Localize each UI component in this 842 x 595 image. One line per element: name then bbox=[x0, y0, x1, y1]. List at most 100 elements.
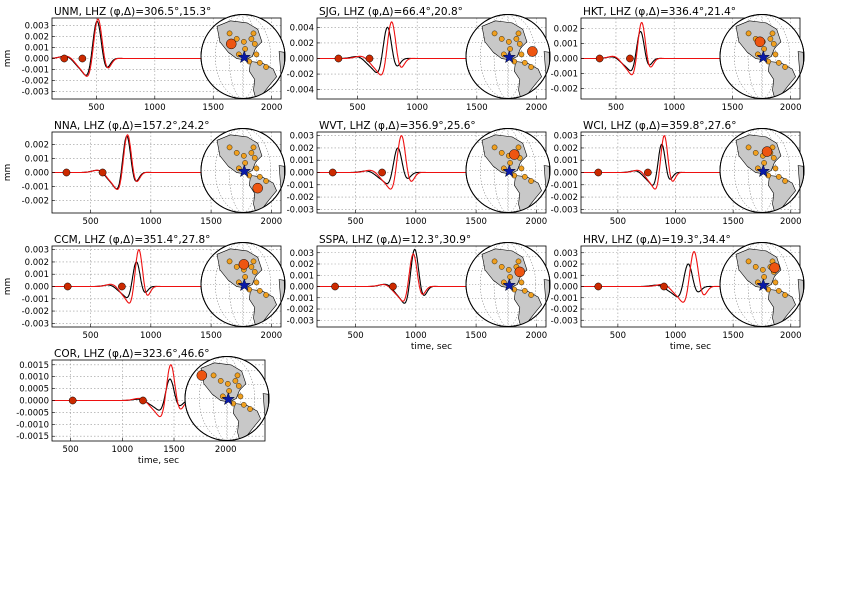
station-dot bbox=[772, 165, 779, 172]
arrival-marker bbox=[334, 54, 343, 63]
station-dot bbox=[515, 144, 522, 151]
y-tick-label: 0.003 bbox=[554, 132, 578, 142]
north-america-shape bbox=[481, 134, 528, 175]
station-dot bbox=[210, 372, 217, 379]
station-dot bbox=[506, 266, 512, 273]
event-star-icon bbox=[502, 278, 516, 292]
y-tick-label: 0.002 bbox=[290, 39, 314, 49]
north-america-shape bbox=[216, 248, 263, 289]
globe-inner bbox=[466, 242, 550, 327]
inset-globe-map bbox=[465, 14, 551, 99]
highlight-station-dot bbox=[754, 36, 766, 48]
globe-outline bbox=[465, 14, 551, 99]
station-dot bbox=[248, 150, 255, 156]
chart-panel-hkt: 0.002 0.001 0.000 -0.001 -0.002 500 1000 1500 20… bbox=[551, 6, 805, 113]
x-axis-label: time, sec bbox=[411, 342, 452, 352]
y-tick-label: 0.003 bbox=[554, 249, 578, 259]
y-tick-label: 0.0015 bbox=[19, 361, 49, 371]
station-dot bbox=[250, 258, 257, 265]
station-dot bbox=[522, 287, 528, 294]
y-tick-label: 0.000 bbox=[290, 55, 314, 65]
x-tick-label: 2000 bbox=[780, 103, 802, 113]
station-dot bbox=[235, 383, 242, 389]
y-axis-label: mm bbox=[3, 164, 13, 182]
station-dot bbox=[772, 279, 779, 286]
globe-inner bbox=[201, 242, 285, 327]
x-tick-label: 1000 bbox=[406, 103, 428, 113]
station-dot bbox=[253, 279, 260, 286]
chart-panel-wvt: 0.003 0.002 0.001 0.000 -0.001 -0.002 -0.003 50… bbox=[287, 120, 551, 227]
station-dot bbox=[518, 165, 525, 172]
panel-title: SSPA, LHZ (φ,Δ)=12.3°,30.9° bbox=[319, 234, 471, 246]
y-tick-label: 0.001 bbox=[554, 271, 578, 281]
inset-globe-map bbox=[719, 242, 805, 327]
y-tick-label: 0.0010 bbox=[19, 373, 49, 383]
station-dot bbox=[240, 401, 247, 408]
y-tick-label: -0.0005 bbox=[16, 408, 49, 418]
station-dot bbox=[237, 393, 244, 400]
x-tick-label: 1000 bbox=[405, 217, 427, 227]
station-dot bbox=[745, 144, 752, 151]
station-dot bbox=[515, 30, 522, 37]
station-dot bbox=[491, 144, 498, 151]
x-tick-label: 500 bbox=[610, 217, 626, 227]
y-tick-label: 0.000 bbox=[25, 169, 49, 179]
y-tick-label: -0.003 bbox=[22, 319, 49, 329]
y-tick-label: -0.003 bbox=[22, 87, 49, 97]
station-dot bbox=[250, 30, 257, 37]
station-dot bbox=[507, 160, 513, 166]
station-dot bbox=[776, 60, 782, 66]
arrival-marker bbox=[378, 168, 386, 177]
y-tick-label: 0.002 bbox=[25, 141, 49, 151]
y-tick-label: -0.001 bbox=[551, 294, 578, 304]
globe-inner bbox=[720, 128, 804, 213]
y-tick-label: 0.000 bbox=[25, 55, 49, 65]
inset-globe-map bbox=[465, 242, 551, 327]
y-tick-label: 0.001 bbox=[554, 156, 578, 166]
station-dot bbox=[776, 173, 782, 180]
meridian-line bbox=[480, 242, 536, 327]
station-dot bbox=[241, 39, 247, 45]
inset-globe-map bbox=[184, 356, 270, 441]
y-tick-label: -0.001 bbox=[551, 70, 578, 80]
x-tick-label: 500 bbox=[62, 445, 78, 455]
arrival-marker bbox=[594, 168, 603, 177]
arrival-marker bbox=[68, 396, 77, 405]
globe-outline bbox=[465, 128, 551, 213]
y-tick-label: 0.003 bbox=[290, 132, 314, 142]
arrival-marker bbox=[62, 168, 71, 177]
station-dot bbox=[256, 60, 263, 66]
y-tick-label: 0.0005 bbox=[19, 385, 49, 395]
chart-panel-ccm: 0.003 0.002 0.001 0.000 -0.001 -0.002 -0.003 50… bbox=[3, 234, 286, 341]
y-tick-label: -0.001 bbox=[287, 294, 314, 304]
x-tick-label: 1500 bbox=[163, 445, 185, 455]
station-dot bbox=[226, 258, 233, 265]
panel-title: HKT, LHZ (φ,Δ)=336.4°,21.4° bbox=[583, 6, 736, 18]
chart-panel-wci: 0.003 0.002 0.001 0.000 -0.001 -0.002 -0.003 50… bbox=[551, 120, 805, 227]
x-tick-label: 500 bbox=[82, 217, 98, 227]
station-dot bbox=[226, 144, 233, 151]
globe-outline bbox=[719, 128, 805, 213]
y-tick-label: -0.001 bbox=[22, 295, 49, 305]
inset-globe-map bbox=[719, 14, 805, 99]
station-dot bbox=[498, 150, 505, 156]
station-dot bbox=[498, 36, 505, 42]
y-tick-label: 0.000 bbox=[25, 283, 49, 293]
panel-title: SJG, LHZ (φ,Δ)=66.4°,20.8° bbox=[319, 6, 463, 18]
y-tick-label: 0.000 bbox=[554, 169, 578, 179]
x-axis-label: time, sec bbox=[670, 342, 711, 352]
event-star-icon bbox=[237, 164, 251, 178]
y-tick-label: -0.003 bbox=[551, 205, 578, 215]
y-tick-label: 0.002 bbox=[554, 144, 578, 154]
y-tick-label: 0.000 bbox=[554, 283, 578, 293]
station-dot bbox=[498, 264, 505, 270]
station-dot bbox=[516, 41, 523, 47]
y-tick-label: 0.002 bbox=[290, 144, 314, 154]
station-dot bbox=[248, 264, 255, 270]
station-dot bbox=[263, 64, 269, 70]
globe-inner bbox=[466, 128, 550, 213]
y-tick-label: -0.0010 bbox=[16, 420, 49, 430]
station-dot bbox=[752, 264, 759, 270]
y-axis-label: mm bbox=[3, 50, 13, 68]
event-star-icon bbox=[237, 278, 251, 292]
